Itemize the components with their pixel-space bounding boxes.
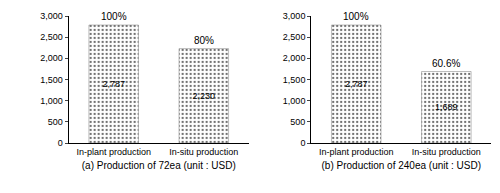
svg-text:In-situ production: In-situ production bbox=[412, 147, 481, 157]
svg-text:2,787: 2,787 bbox=[345, 79, 368, 89]
svg-text:2,500: 2,500 bbox=[40, 32, 63, 42]
svg-text:0: 0 bbox=[58, 138, 63, 148]
svg-text:0: 0 bbox=[300, 138, 305, 148]
svg-text:2,230: 2,230 bbox=[193, 91, 216, 101]
svg-text:500: 500 bbox=[48, 117, 63, 127]
svg-text:In-situ production: In-situ production bbox=[169, 147, 238, 157]
svg-text:100%: 100% bbox=[101, 11, 127, 22]
svg-text:80%: 80% bbox=[194, 35, 214, 46]
svg-text:60.6%: 60.6% bbox=[432, 58, 460, 69]
svg-text:2,000: 2,000 bbox=[283, 53, 306, 63]
svg-text:2,000: 2,000 bbox=[40, 53, 63, 63]
svg-text:3,000: 3,000 bbox=[40, 11, 63, 21]
svg-text:In-plant production: In-plant production bbox=[76, 147, 151, 157]
svg-text:2,787: 2,787 bbox=[102, 79, 125, 89]
svg-text:500: 500 bbox=[290, 117, 305, 127]
svg-text:1,000: 1,000 bbox=[283, 96, 306, 106]
svg-text:3,000: 3,000 bbox=[283, 11, 306, 21]
svg-text:1,689: 1,689 bbox=[435, 102, 458, 112]
svg-text:In-plant production: In-plant production bbox=[319, 147, 394, 157]
svg-text:(b) Production of 240ea (unit: (b) Production of 240ea (unit : USD) bbox=[322, 160, 482, 171]
svg-text:2,500: 2,500 bbox=[283, 32, 306, 42]
svg-text:1,500: 1,500 bbox=[283, 75, 306, 85]
svg-text:(a) Production of 72ea (unit :: (a) Production of 72ea (unit : USD) bbox=[82, 160, 236, 171]
svg-text:1,500: 1,500 bbox=[40, 75, 63, 85]
svg-text:100%: 100% bbox=[343, 11, 369, 22]
svg-text:1,000: 1,000 bbox=[40, 96, 63, 106]
